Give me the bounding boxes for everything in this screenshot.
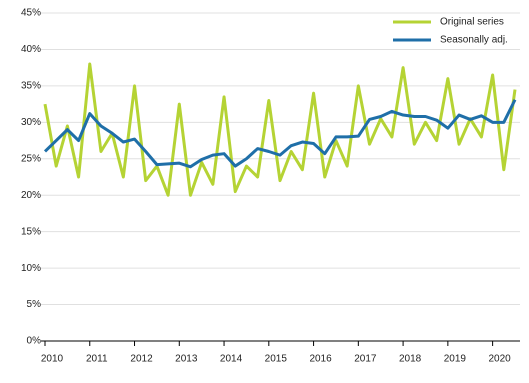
series-line [43, 62, 517, 197]
y-tick-label: 5% [27, 299, 42, 310]
y-tick-label: 10% [21, 263, 41, 274]
legend-label: Original series [440, 17, 504, 28]
y-tick-label: 35% [21, 81, 41, 92]
y-tick-label: 30% [21, 117, 41, 128]
x-tick-label: 2011 [86, 354, 108, 365]
y-tick-label: 25% [21, 153, 41, 164]
series-line [43, 99, 517, 169]
x-tick-label: 2014 [220, 354, 243, 365]
y-tick-label: 0% [27, 336, 42, 347]
y-tick-label: 45% [21, 8, 41, 19]
y-tick-label: 15% [21, 226, 41, 237]
legend-label: Seasonally adj. [440, 35, 508, 46]
x-tick-label: 2015 [265, 354, 288, 365]
x-tick-label: 2010 [41, 354, 64, 365]
x-tick-label: 2017 [354, 354, 377, 365]
x-tick-label: 2020 [488, 354, 511, 365]
y-tick-label: 20% [21, 190, 41, 201]
x-tick-label: 2018 [399, 354, 422, 365]
y-tick-label: 40% [21, 44, 41, 55]
x-tick-label: 2016 [309, 354, 332, 365]
x-tick-label: 2012 [130, 354, 153, 365]
x-tick-label: 2013 [175, 354, 198, 365]
x-tick-label: 2019 [444, 354, 467, 365]
